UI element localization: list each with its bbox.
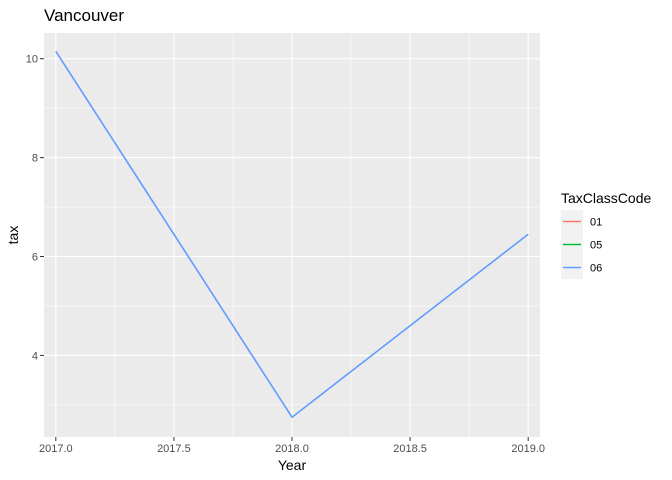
legend-label-01: 01 — [590, 217, 602, 229]
legend-entries: 01 05 06 — [561, 210, 602, 279]
x-tick-label: 2018.0 — [275, 443, 309, 455]
legend-item-05: 05 — [561, 233, 602, 256]
y-tick-label: 8 — [32, 153, 38, 165]
x-tick-label: 2017.5 — [157, 443, 191, 455]
x-tick-label: 2019.0 — [511, 443, 545, 455]
legend-label-06: 06 — [590, 263, 602, 275]
chart-title: Vancouver — [44, 6, 124, 25]
legend-label-05: 05 — [590, 240, 602, 252]
y-tick-label: 6 — [32, 252, 38, 264]
y-tick-label: 10 — [26, 54, 38, 66]
series-line-06 — [55, 50, 529, 419]
legend-item-06: 06 — [561, 256, 602, 279]
series-layer — [55, 50, 529, 419]
y-tick-label: 4 — [32, 350, 38, 362]
legend: TaxClassCode 01 05 06 — [561, 190, 651, 279]
x-axis-title: Year — [278, 457, 307, 473]
x-axis: 2017.0 2017.5 2018.0 2018.5 2019.0 — [39, 437, 545, 455]
legend-title: TaxClassCode — [561, 190, 651, 206]
y-axis-title: tax — [5, 226, 21, 245]
x-tick-label: 2018.5 — [393, 443, 427, 455]
legend-item-01: 01 — [561, 210, 602, 233]
y-axis: 4 6 8 10 — [26, 54, 44, 362]
x-tick-label: 2017.0 — [39, 443, 73, 455]
